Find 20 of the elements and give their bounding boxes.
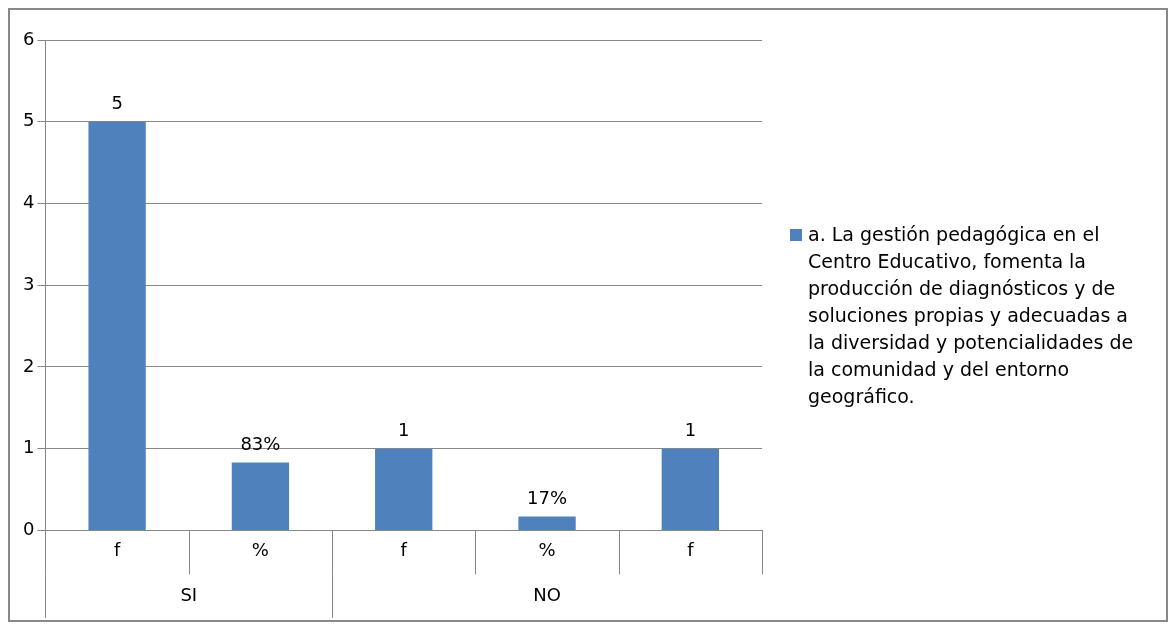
- text: SI: [180, 583, 198, 605]
- text: NO: [533, 583, 561, 605]
- y-tick-label: 5: [23, 109, 35, 131]
- y-tick-label: 1: [23, 436, 35, 458]
- x-tick-label: f: [687, 538, 695, 560]
- x-tick-label: f: [113, 538, 121, 560]
- y-tick-label: 6: [23, 27, 35, 49]
- data-label: 83%: [240, 433, 281, 455]
- data-label: 17%: [527, 487, 568, 509]
- x-tick-label: f: [400, 538, 408, 560]
- y-tick-label: 3: [23, 272, 35, 294]
- x-tick-label: %: [538, 538, 556, 560]
- x-tick-label: %: [251, 538, 269, 560]
- data-label: 5: [111, 92, 123, 114]
- y-tick-label: 0: [23, 518, 35, 540]
- data-label: 1: [398, 419, 410, 441]
- y-tick-label: 2: [23, 354, 35, 376]
- data-label: 1: [684, 419, 697, 441]
- y-tick-label: 4: [23, 191, 35, 213]
- legend-label: a. La gestión pedagógica en el Centro Educativo, fomenta la producción de diagnósticos y de soluciones propias y adecuadas a la diversidad y potencialidades de la comunidad y del entorno geográfico.: [808, 221, 1135, 409]
